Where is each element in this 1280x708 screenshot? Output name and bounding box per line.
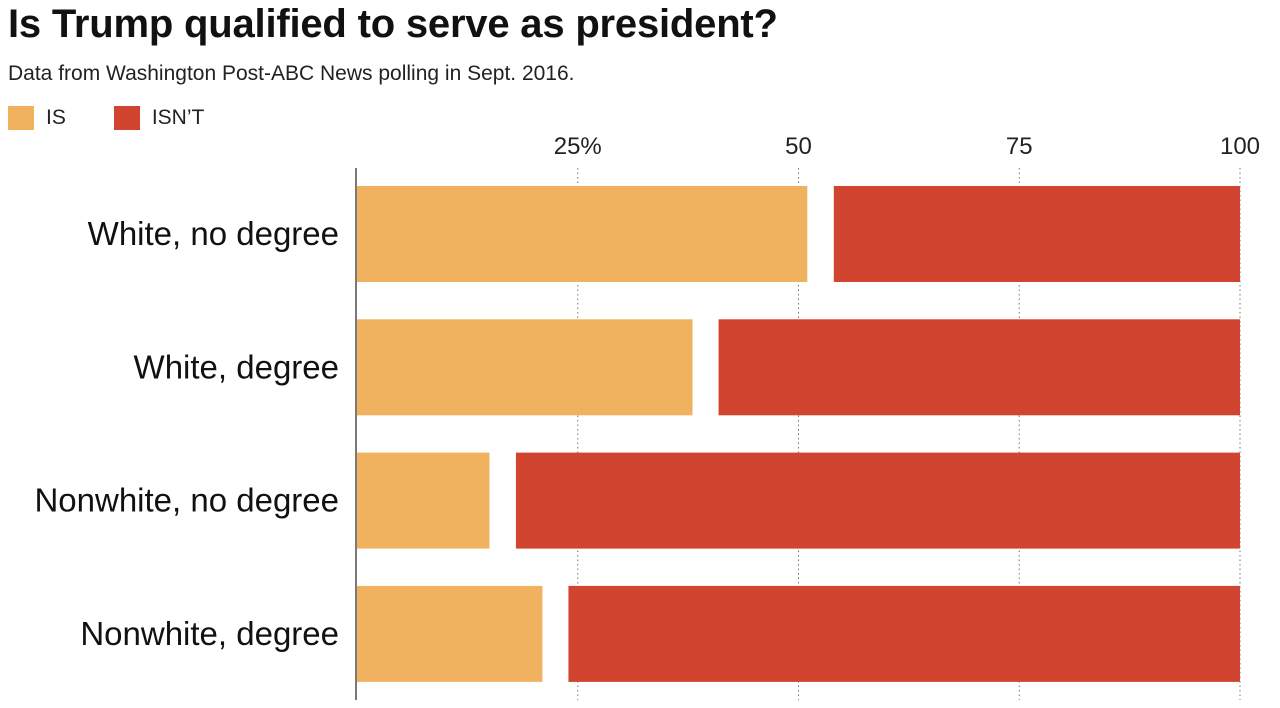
chart-title: Is Trump qualified to serve as president… [8,2,778,46]
x-tick-label-75: 75 [1006,133,1033,160]
category-label-0: White, no degree [88,215,339,252]
category-label-1: White, degree [134,348,339,385]
x-tick-label-100: 100 [1220,133,1260,160]
chart-subtitle: Data from Washington Post-ABC News polli… [8,62,575,85]
category-label-2: Nonwhite, no degree [34,482,339,519]
legend-swatch-is [8,106,34,130]
legend-swatch-isnt [113,106,140,130]
category-label-3: Nonwhite, degree [80,615,339,652]
bar-isnt-1 [718,319,1240,416]
legend-label-isnt: ISN’T [151,106,205,129]
x-tick-label-50: 50 [785,133,812,160]
bar-isnt-3 [568,585,1240,682]
bar-is-2 [357,452,490,549]
legend-item-isnt: ISN’T [113,106,205,130]
legend-item-is: IS [8,106,66,130]
bar-isnt-2 [515,452,1240,549]
bar-is-0 [357,186,808,282]
x-tick-label-25: 25% [554,133,602,160]
legend-label-is: IS [46,106,66,129]
bar-is-3 [357,585,543,682]
legend: IS ISN’T [8,104,252,132]
bar-is-1 [357,319,693,416]
bar-isnt-0 [833,186,1240,282]
